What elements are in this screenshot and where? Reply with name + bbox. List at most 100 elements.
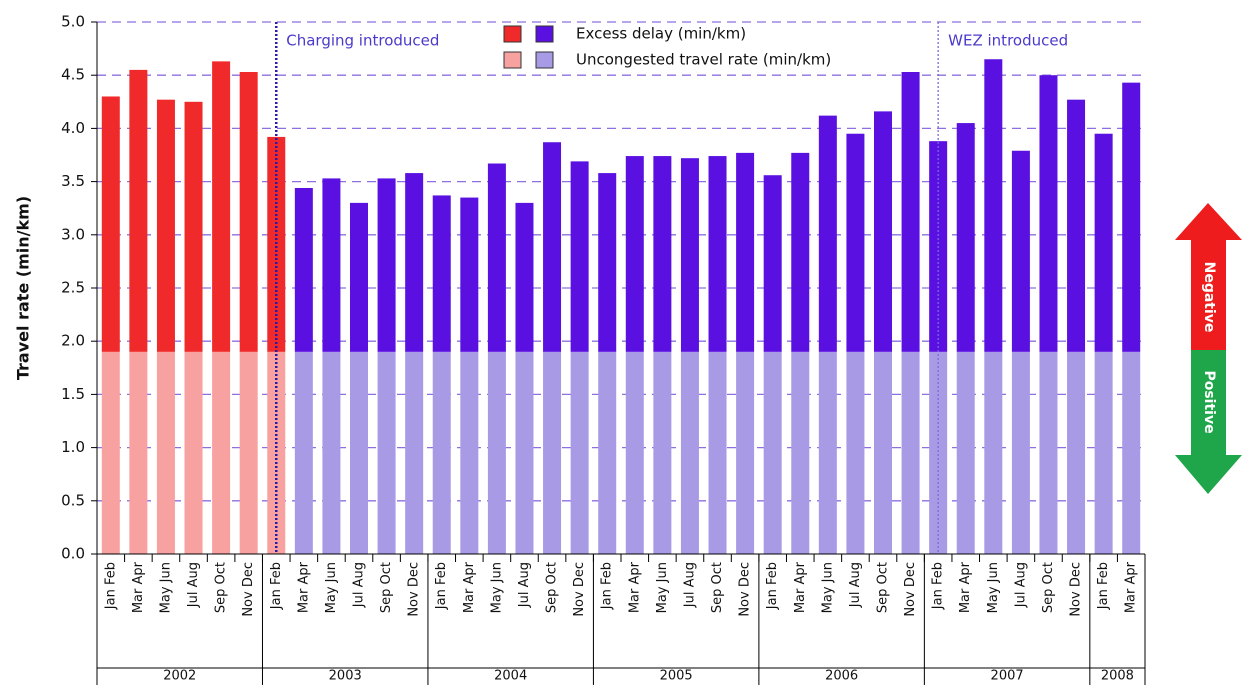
y-axis-title: Travel rate (min/km): [14, 196, 33, 380]
bar-segment: [1094, 133, 1113, 352]
x-tick-label: Nov Dec: [1069, 562, 1084, 617]
x-tick-label: Mar Apr: [462, 561, 477, 613]
bar-segment: [129, 351, 148, 554]
bar-segment: [1094, 351, 1113, 554]
x-tick-label: Jul Aug: [352, 562, 367, 608]
bar-segment: [101, 351, 120, 554]
group-label: 2008: [1101, 669, 1134, 684]
bar-segment: [956, 123, 975, 352]
x-tick-label: May Jun: [324, 562, 339, 613]
bar-segment: [543, 351, 562, 554]
x-tick-label: Jul Aug: [517, 562, 532, 608]
annotation-text: WEZ introduced: [948, 32, 1068, 50]
bar-segment: [156, 99, 175, 352]
x-tick-label: Jul Aug: [848, 562, 863, 608]
bar-segment: [818, 351, 837, 554]
bar-segment: [432, 351, 451, 554]
bar-segment: [874, 351, 892, 554]
y-tick-label: 2.5: [61, 279, 85, 297]
bar-segment: [625, 351, 644, 554]
bar-segment: [956, 351, 975, 554]
bar-segment: [984, 351, 1003, 554]
bar-segment: [874, 111, 892, 352]
x-tick-label: Jan Feb: [600, 562, 615, 610]
x-tick-label: Sep Oct: [710, 562, 725, 613]
bar-segment: [460, 351, 479, 554]
arrow-down-label: Positive: [1201, 370, 1217, 433]
y-tick-label: 3.5: [61, 172, 85, 190]
legend-swatch: [535, 25, 554, 43]
bar-segment: [322, 178, 341, 352]
arrow-up: [1175, 203, 1242, 350]
bar-segment: [818, 115, 837, 352]
bar-segment: [184, 351, 203, 554]
bar-segment: [350, 202, 368, 352]
bar-segment: [156, 351, 175, 554]
group-label: 2005: [660, 669, 693, 684]
bar-segment: [598, 173, 617, 352]
bar-segment: [846, 351, 865, 554]
bar-segment: [901, 72, 920, 352]
bar-segment: [736, 152, 755, 352]
x-tick-label: Jan Feb: [765, 562, 780, 610]
bar-segment: [184, 101, 203, 352]
group-label: 2007: [991, 669, 1024, 684]
bar-segment: [267, 136, 286, 352]
y-tick-label: 3.0: [61, 225, 85, 243]
bar-segment: [1011, 150, 1030, 352]
legend-swatch: [503, 51, 522, 69]
x-tick-label: Jan Feb: [1096, 562, 1111, 610]
legend-label: Excess delay (min/km): [576, 25, 746, 43]
bar-segment: [405, 173, 424, 352]
x-tick-label: Mar Apr: [958, 561, 973, 613]
group-label: 2006: [825, 669, 858, 684]
bar-segment: [1039, 351, 1058, 554]
bar-segment: [239, 351, 258, 554]
x-tick-label: Sep Oct: [1041, 562, 1056, 613]
bar-segment: [1122, 351, 1141, 554]
bar-segment: [680, 158, 699, 352]
arrow-down: [1175, 350, 1242, 494]
bar-segment: [294, 187, 313, 352]
bar-segment: [1122, 82, 1141, 352]
bar-segment: [708, 156, 727, 352]
bar-segment: [487, 163, 506, 352]
x-tick-label: Mar Apr: [627, 561, 642, 613]
x-tick-label: Nov Dec: [241, 562, 256, 617]
y-tick-label: 2.0: [61, 332, 85, 350]
y-tick-label: 0.5: [61, 491, 85, 509]
group-label: 2003: [329, 669, 362, 684]
bar-segment: [791, 152, 810, 352]
x-tick-label: Mar Apr: [1124, 561, 1139, 613]
bar-segment: [1067, 351, 1086, 554]
bar-segment: [791, 351, 810, 554]
bar-segment: [763, 175, 782, 352]
bar-segment: [322, 351, 341, 554]
x-tick-label: Jan Feb: [434, 562, 449, 610]
x-tick-label: Nov Dec: [738, 562, 753, 617]
y-tick-label: 1.5: [61, 385, 85, 403]
x-tick-label: Sep Oct: [379, 562, 394, 613]
legend-swatch: [503, 25, 522, 43]
bar-segment: [267, 351, 286, 554]
x-tick-label: Nov Dec: [903, 562, 918, 617]
x-tick-label: Nov Dec: [407, 562, 422, 617]
bar-segment: [515, 202, 534, 352]
x-tick-label: May Jun: [158, 562, 173, 613]
legend-swatch: [535, 51, 554, 69]
bar-segment: [460, 197, 479, 352]
annotation-text: Charging introduced: [286, 32, 439, 50]
bar-segment: [708, 351, 727, 554]
bar-segment: [929, 351, 948, 554]
x-tick-label: Sep Oct: [214, 562, 229, 613]
bar-segment: [846, 133, 865, 352]
bar-segment: [763, 351, 782, 554]
bar-segment: [515, 351, 534, 554]
bar-segment: [129, 69, 148, 352]
bar-segment: [487, 351, 506, 554]
x-tick-label: May Jun: [489, 562, 504, 613]
x-tick-label: Nov Dec: [572, 562, 587, 617]
bar-segment: [570, 161, 589, 352]
x-tick-label: May Jun: [820, 562, 835, 613]
